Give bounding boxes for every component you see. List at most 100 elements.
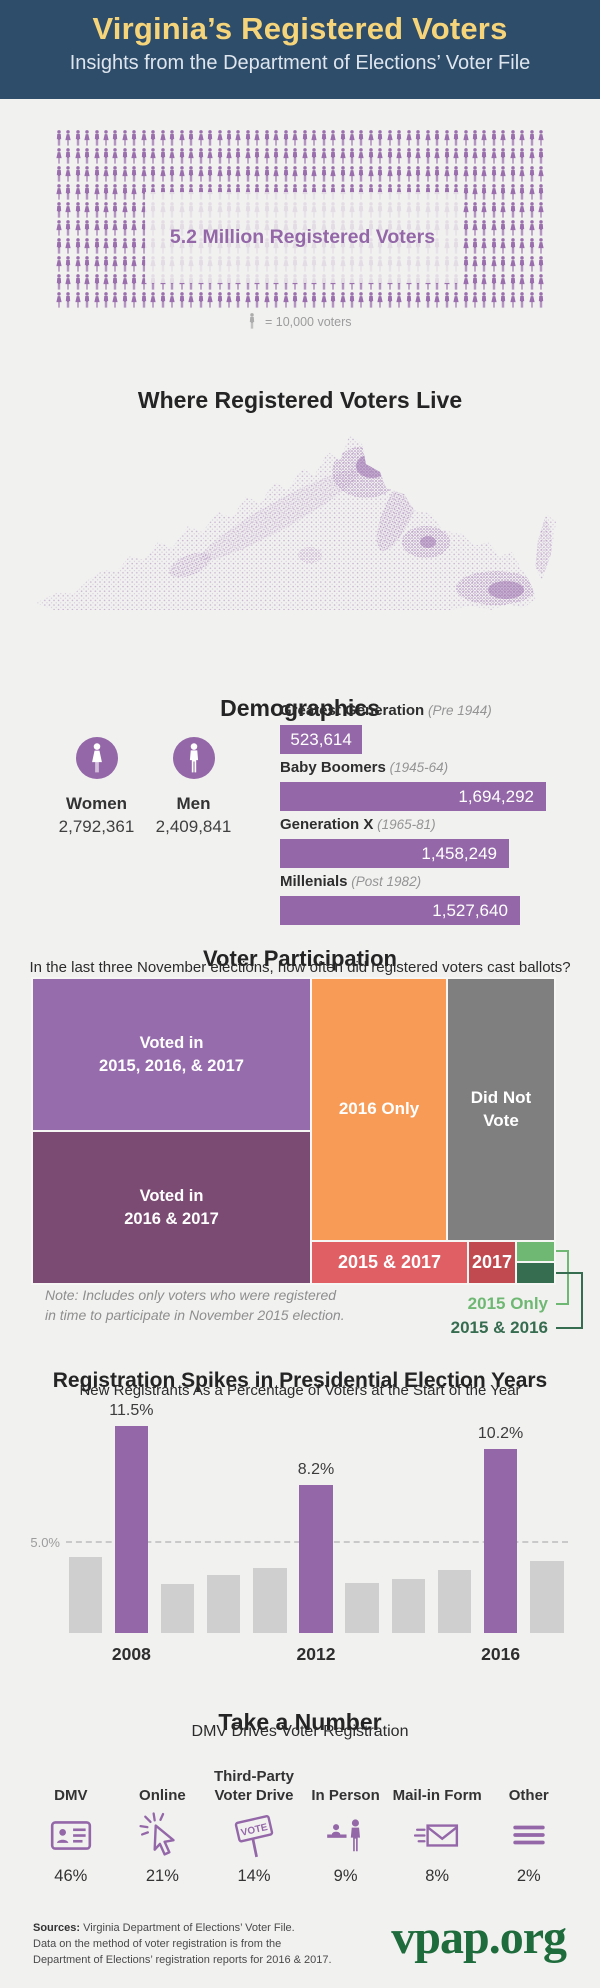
men-label: Men: [176, 794, 211, 813]
person-icon-male: [130, 238, 138, 254]
person-icon-male: [301, 166, 309, 182]
person-icon-female: [93, 220, 101, 236]
person-icon-female: [509, 184, 517, 200]
person-icon-male: [121, 256, 129, 272]
person-icon-female: [159, 166, 167, 182]
person-icon-male: [187, 130, 195, 146]
person-icon-male: [443, 148, 451, 164]
person-icon-male: [111, 274, 119, 290]
person-icon-female: [130, 220, 138, 236]
person-icon-male: [197, 292, 205, 308]
person-icon-female: [509, 148, 517, 164]
person-icon-male: [93, 274, 101, 290]
person-icon-female: [64, 274, 72, 290]
pictogram-caption-overlay: 5.2 Million Registered Voters: [145, 192, 460, 283]
vpap-logo[interactable]: vpap.org: [391, 1911, 567, 1964]
person-icon-female: [291, 130, 299, 146]
person-icon-female: [121, 130, 129, 146]
person-icon-male: [111, 166, 119, 182]
person-icon-male: [490, 274, 498, 290]
person-icon-female: [320, 148, 328, 164]
person-icon-male: [490, 130, 498, 146]
person-icon-male: [244, 130, 252, 146]
id-card-icon: [48, 1812, 94, 1860]
map-section-title: Where Registered Voters Live: [137, 387, 463, 414]
person-icon-female: [395, 148, 403, 164]
person-icon-male: [452, 130, 460, 146]
person-icon-female: [64, 202, 72, 218]
treemap-callout-brackets: [554, 1250, 583, 1329]
virginia-map: [36, 434, 556, 610]
header: Virginia’s Registered Voters Insights fr…: [0, 0, 600, 99]
person-icon-female: [102, 238, 110, 254]
person-icon-male: [168, 166, 176, 182]
person-icon-female: [121, 238, 129, 254]
treemap-label: Did Not Vote: [470, 1087, 532, 1130]
person-icon-female: [216, 130, 224, 146]
person-icon-female: [462, 274, 470, 290]
person-icon-male: [518, 184, 526, 200]
person-icon-female: [244, 148, 252, 164]
person-icon-male: [291, 148, 299, 164]
method-percent: 14%: [237, 1867, 271, 1885]
person-icon-female: [301, 148, 309, 164]
demographics-title: Demographics: [220, 695, 380, 722]
person-icon-female: [253, 130, 261, 146]
person-icon-male: [216, 148, 224, 164]
person-icon-female: [499, 130, 507, 146]
generation-years: (1965-81): [373, 817, 436, 832]
person-icon-male: [74, 274, 82, 290]
person-icon-female: [528, 292, 536, 308]
person-icon-male: [111, 130, 119, 146]
person-icon-male: [348, 292, 356, 308]
person-icon-female: [480, 130, 488, 146]
method-label: Mail-in Form: [392, 1787, 482, 1804]
person-icon-male: [462, 184, 470, 200]
spikes-bar-chart: 5.0% 11.5% 2008 8.2% 2012 10.2% 2016: [0, 1402, 600, 1667]
generation-row: Baby Boomers (1945-64) 1,694,292: [280, 759, 546, 811]
person-icon-male: [499, 148, 507, 164]
person-icon-female: [111, 184, 119, 200]
person-icon-male: [130, 274, 138, 290]
method-label: Third-Party Voter Drive: [213, 1768, 294, 1804]
generation-label: Generation X (1965-81): [280, 816, 546, 834]
person-icon-male: [499, 292, 507, 308]
person-icon-male: [537, 148, 545, 164]
person-icon-male: [253, 292, 261, 308]
person-icon-male: [395, 166, 403, 182]
generation-value: 523,614: [290, 729, 352, 749]
person-icon-male: [452, 166, 460, 182]
generation-label: Millenials (Post 1982): [280, 873, 546, 891]
person-icon-male: [74, 202, 82, 218]
person-icon-female: [291, 166, 299, 182]
person-icon-male: [93, 202, 101, 218]
bar-value-label: 8.2%: [297, 1461, 335, 1478]
person-icon-female: [102, 274, 110, 290]
person-icon-male: [339, 130, 347, 146]
person-icon-male: [471, 202, 479, 218]
person-icon-male: [93, 130, 101, 146]
person-icon-male: [462, 256, 470, 272]
method-percent: 9%: [333, 1867, 358, 1885]
person-icon-male: [140, 148, 148, 164]
person-icon-male: [367, 292, 375, 308]
person-icon-female: [83, 130, 91, 146]
person-icon-female: [102, 130, 110, 146]
person-icon-male: [121, 184, 129, 200]
person-icon-male: [263, 130, 271, 146]
person-icon-male: [509, 202, 517, 218]
person-icon-female: [310, 130, 318, 146]
person-icon-male: [310, 292, 318, 308]
person-icon-male: [499, 256, 507, 272]
person-icon-female: [443, 130, 451, 146]
person-icon-female: [74, 184, 82, 200]
generation-row: Greatest Generation (Pre 1944) 523,614: [280, 702, 546, 754]
callout-2015-only: 2015 Only: [467, 1294, 548, 1313]
bar-unlabeled-year: [160, 1584, 195, 1633]
person-icon-male: [55, 274, 63, 290]
generation-name: Greatest Generation: [280, 702, 425, 719]
person-icon-female: [348, 130, 356, 146]
person-icon-female: [187, 148, 195, 164]
generation-row: Millenials (Post 1982) 1,527,640: [280, 873, 546, 925]
treemap-voted-2015-2016-2017: Voted in 2015, 2016, & 2017: [33, 979, 310, 1130]
